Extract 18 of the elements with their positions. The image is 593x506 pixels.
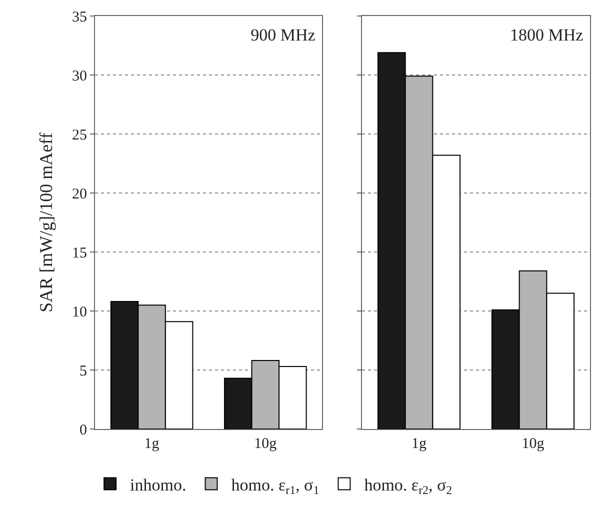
y-tick-label: 15 [72,245,87,262]
x-tick-label: 10g [522,436,545,452]
x-tick-label: 1g [412,436,427,452]
y-tick-label: 25 [72,127,87,144]
y-tick-label: 10 [72,304,87,320]
y-tick-label: 35 [72,9,87,26]
y-tick-label: 5 [80,363,87,380]
y-axis-title: SAR [mW/g]/100 mAeff [36,132,56,312]
legend-label: homo. ε$_{r2}$, σ$_{2}$ [364,475,452,497]
y-tick-label: 30 [72,68,87,84]
legend-label: homo. ε$_{r1}$, σ$_{1}$ [231,475,320,497]
legend-label: inhomo. [130,475,186,494]
x-tick-label: 10g [254,436,278,452]
text: 900 MHz [250,25,316,44]
text: 1800 MHz [510,25,584,44]
y-tick-label: 0 [80,422,87,438]
y-tick-label: 20 [72,186,87,202]
x-tick-label: 1g [144,436,160,452]
